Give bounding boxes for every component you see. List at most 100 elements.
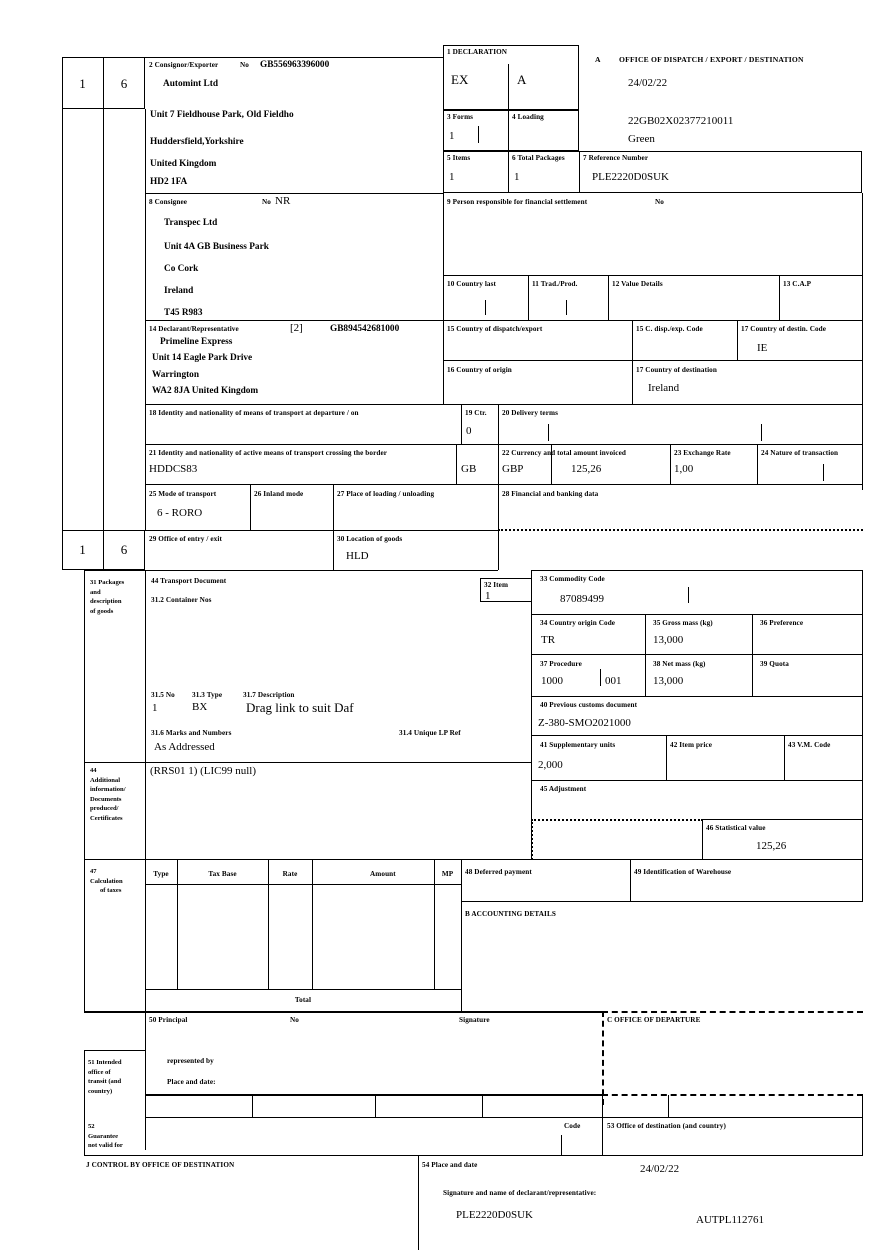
box-16-17-divider bbox=[632, 360, 633, 405]
box-34-value: TR bbox=[541, 634, 556, 646]
box-42-label: 42 Item price bbox=[670, 741, 713, 749]
transport-document-label: 44 Transport Document bbox=[151, 577, 227, 585]
box-44-label-line-1: Additional bbox=[90, 776, 121, 784]
box-47-header-bottom bbox=[145, 884, 461, 885]
box-15a-17a-divider bbox=[737, 320, 738, 361]
box-2-line-1: Unit 7 Fieldhouse Park, Old Fieldho bbox=[150, 110, 294, 120]
box-24-tick bbox=[823, 464, 824, 481]
box-25-value: 6 - RORO bbox=[157, 507, 203, 519]
box-8-line-2: Co Cork bbox=[164, 264, 199, 274]
box-47-total-label: Total bbox=[294, 996, 312, 1004]
box-37-value: 1000 bbox=[541, 675, 563, 687]
box-8-bottom-border bbox=[145, 320, 443, 321]
box-44-label-line-3: Documents bbox=[90, 795, 122, 803]
box-52-label-line-1: Guarantee bbox=[88, 1132, 119, 1140]
box-2-line-0: Automint Ltd bbox=[163, 79, 219, 89]
box-48-49-bottom bbox=[461, 901, 863, 902]
box-41-43-bottom bbox=[531, 780, 863, 781]
box-31-top-border bbox=[84, 570, 145, 571]
box-31-label-line-1: and bbox=[90, 588, 101, 596]
box-31-7-desc-value: Drag link to suit Daf bbox=[246, 700, 354, 715]
box-54-date: 24/02/22 bbox=[640, 1163, 680, 1175]
box-44-label: 44 Additional information/ Documents pro… bbox=[90, 766, 126, 823]
box-10-13-bottom bbox=[443, 320, 863, 321]
box-2-top-border bbox=[145, 57, 443, 58]
box-24-label: 24 Nature of transaction bbox=[761, 449, 839, 457]
box-37-value2: 001 bbox=[605, 675, 622, 687]
box-32-label: 32 Item bbox=[484, 581, 509, 589]
box-51-label-line-3: country) bbox=[88, 1087, 113, 1095]
box-46-left bbox=[702, 819, 703, 860]
box-2-bottom-border bbox=[145, 193, 443, 194]
box-2-right-border bbox=[443, 57, 444, 193]
box-10-label: 10 Country last bbox=[447, 280, 497, 288]
box-54-auth-ref: AUTPL112761 bbox=[696, 1214, 765, 1226]
box-8-line-4: T45 R983 bbox=[164, 308, 203, 318]
box-35-36-divider bbox=[752, 614, 753, 655]
item-right-separator bbox=[531, 570, 532, 762]
box-31-7-desc-label: 31.7 Description bbox=[243, 691, 295, 699]
header-a-mrn: 22GB02X02377210011 bbox=[628, 115, 734, 127]
box-13-label: 13 C.A.P bbox=[783, 280, 812, 288]
box-40-right bbox=[862, 696, 863, 736]
box-46-value: 125,26 bbox=[756, 840, 787, 852]
box-54-signature-label: Signature and name of declarant/represen… bbox=[443, 1189, 597, 1197]
box-16-label: 16 Country of origin bbox=[447, 366, 512, 374]
box-45-right bbox=[862, 780, 863, 820]
box-3-subdivider bbox=[478, 126, 479, 143]
box-54-declarant-ref: PLE2220D0SUK bbox=[456, 1209, 534, 1221]
box-44-label-line-0: 44 bbox=[90, 767, 97, 774]
box-52-code-label: Code bbox=[564, 1122, 581, 1130]
box-1-label: 1 DECLARATION bbox=[447, 48, 508, 56]
box-26-label: 26 Inland mode bbox=[254, 490, 304, 498]
box-31-6-marks-value: As Addressed bbox=[154, 741, 215, 753]
box-50-represented-by-label: represented by bbox=[167, 1057, 214, 1065]
box-53-right-border bbox=[862, 1117, 863, 1156]
box-47-col-header-tax-base: Tax Base bbox=[208, 870, 237, 878]
box-38-39-divider bbox=[752, 655, 753, 696]
left-column-right-border bbox=[145, 109, 146, 530]
box-50-row-top bbox=[84, 1011, 602, 1013]
box-40-value: Z-380-SMO2021000 bbox=[538, 717, 631, 729]
box-47-label-line-0: 47 bbox=[90, 868, 97, 875]
transit-divider-5 bbox=[668, 1095, 669, 1118]
header-a-letter: A bbox=[595, 55, 601, 64]
box-21-label: 21 Identity and nationality of active me… bbox=[149, 449, 388, 457]
box-21-nat-divider bbox=[456, 444, 457, 485]
header-a-route: Green bbox=[628, 133, 655, 145]
box-47-label-line-2: of taxes bbox=[100, 887, 122, 895]
box-52-code-tick bbox=[561, 1135, 562, 1155]
box-47-total-top bbox=[145, 989, 461, 990]
box-11-label: 11 Trad./Prod. bbox=[532, 280, 578, 288]
box-8-no-label: No bbox=[262, 198, 271, 206]
box-36-right bbox=[862, 614, 863, 655]
box-5-label: 5 Items bbox=[447, 154, 471, 162]
box-49-right bbox=[862, 859, 863, 901]
box-35-label: 35 Gross mass (kg) bbox=[653, 619, 713, 627]
box-46-top bbox=[702, 819, 863, 820]
box-16-17-bottom bbox=[443, 404, 863, 405]
transit-divider-2 bbox=[375, 1095, 376, 1118]
box-31-label-line-3: of goods bbox=[90, 607, 114, 615]
box-8-line-3: Ireland bbox=[164, 286, 194, 296]
box-14-line-0: Primeline Express bbox=[160, 337, 233, 347]
box-41-42-divider bbox=[666, 735, 667, 780]
box-47-table-right bbox=[461, 859, 462, 1011]
box-31-label: 31 Packages and description of goods bbox=[90, 578, 124, 616]
box-43-right bbox=[862, 735, 863, 780]
box-22-23-divider bbox=[670, 444, 671, 485]
transit-right-border bbox=[862, 1095, 863, 1118]
box-34-36-bottom bbox=[531, 654, 863, 655]
left-outer-border bbox=[62, 109, 63, 530]
box-46-right bbox=[862, 819, 863, 860]
section-c-label: C OFFICE OF DEPARTURE bbox=[607, 1016, 701, 1024]
box-14-eori: GB894542681000 bbox=[330, 324, 400, 334]
box-22-label: 22 Currency and total amount invoiced bbox=[502, 449, 626, 457]
box-25-label: 25 Mode of transport bbox=[149, 490, 217, 498]
box-52-label-line-2: not valid for bbox=[88, 1142, 123, 1150]
box-54-left-border bbox=[418, 1155, 419, 1250]
box-46-bottom bbox=[531, 859, 863, 860]
box-47-label-line-1: Calculation bbox=[90, 877, 123, 885]
box-44-inner-border bbox=[145, 762, 146, 859]
box-47-left-border bbox=[84, 859, 85, 1011]
